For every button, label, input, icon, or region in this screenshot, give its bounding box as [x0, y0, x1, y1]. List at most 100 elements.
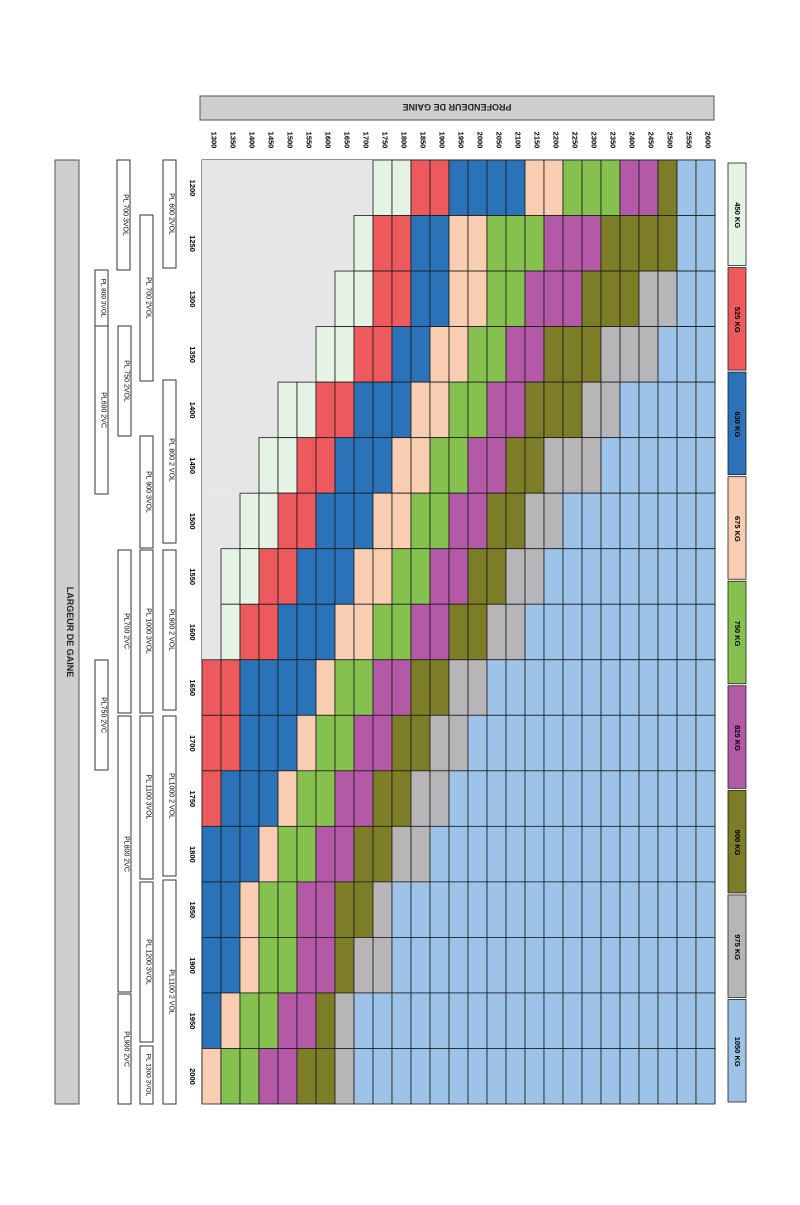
grid-cell [486, 215, 507, 272]
grid-cell [505, 548, 526, 605]
grid-cell [410, 326, 431, 383]
grid-cell [221, 437, 240, 494]
model-bar-pl750-2vol: PL 750 2VOL [117, 325, 132, 437]
grid-cell [543, 992, 564, 1049]
grid-cell [676, 1048, 697, 1105]
grid-cell [505, 992, 526, 1049]
legend-swatch [727, 685, 747, 789]
grid-cell [429, 881, 450, 938]
grid-cell [372, 992, 393, 1049]
grid-cell [410, 437, 431, 494]
model-bar-pl900-2vol: PL900 2 VOL [162, 549, 177, 711]
grid-cell [372, 937, 393, 994]
grid-cell [316, 271, 335, 327]
grid-cell [543, 215, 564, 272]
grid-cell [657, 992, 678, 1049]
width-label: 1250 [188, 235, 197, 252]
depth-label: 1350 [229, 132, 238, 149]
grid-cell [676, 437, 697, 494]
grid-cell [277, 548, 298, 605]
grid-cell [240, 271, 259, 327]
grid-cell [201, 770, 222, 827]
grid-cell [486, 326, 507, 383]
grid-cell [258, 881, 279, 938]
grid-cell [259, 215, 278, 272]
grid-cell [334, 603, 355, 661]
grid-cell [258, 603, 279, 661]
grid-cell [505, 1048, 526, 1105]
grid-cell [543, 1048, 564, 1105]
grid-cell [619, 603, 640, 661]
grid-cell [638, 659, 659, 716]
grid-cell [296, 381, 317, 439]
grid-cell [543, 437, 564, 494]
grid-cell [334, 937, 355, 994]
grid-cell [334, 770, 355, 827]
grid-cell [581, 437, 602, 494]
grid-cell [372, 437, 393, 494]
grid-cell [695, 437, 716, 494]
grid-cell [562, 492, 583, 550]
grid-cell [353, 881, 374, 938]
grid-cell [524, 603, 545, 661]
model-bar-pl900-2vc: PL900 2VC [117, 993, 132, 1105]
grid-cell [581, 603, 602, 661]
grid-cell [543, 770, 564, 827]
grid-cell [221, 215, 240, 272]
grid-cell [619, 326, 640, 383]
grid-cell [220, 1048, 241, 1105]
grid-cell [391, 437, 412, 494]
grid-cell [600, 548, 621, 605]
grid-cell [221, 326, 240, 383]
grid-cell [315, 770, 336, 827]
grid-cell [202, 271, 221, 327]
grid-cell [505, 381, 526, 439]
grid-cell [353, 992, 374, 1049]
svg-text:PL 700 3VOL: PL 700 3VOL [122, 194, 129, 236]
grid-cell [486, 937, 507, 994]
grid-cell [353, 603, 374, 661]
width-footer-title: LARGEUR DE GAINE [65, 587, 75, 678]
grid-cell [562, 603, 583, 661]
grid-cell [334, 659, 355, 716]
grid-cell [277, 937, 298, 994]
grid-cell [467, 381, 488, 439]
grid-cell [524, 881, 545, 938]
grid-cell [657, 770, 678, 827]
grid-cell [372, 881, 393, 938]
model-bar-pl1300-3vol: PL 1300 3VOL [139, 1045, 154, 1105]
grid-cell [619, 937, 640, 994]
grid-cell [277, 381, 298, 439]
grid-cell [448, 881, 469, 938]
grid-cell [562, 770, 583, 827]
grid-cell [467, 159, 488, 216]
grid-cell [429, 326, 450, 383]
grid-cell [220, 937, 241, 994]
grid-cell [619, 770, 640, 827]
grid-cell [600, 659, 621, 716]
grid-cell [278, 271, 297, 327]
grid-cell [467, 603, 488, 661]
depth-label: 2300 [590, 132, 599, 149]
grid-cell [581, 381, 602, 439]
grid-cell [657, 215, 678, 272]
grid-cell [202, 493, 221, 549]
grid-cell [600, 881, 621, 938]
grid-cell [448, 437, 469, 494]
grid-cell [354, 160, 373, 216]
grid-cell [486, 770, 507, 827]
grid-cell [562, 548, 583, 605]
grid-cell [315, 326, 336, 383]
grid-cell [562, 215, 583, 272]
legend-swatch [727, 789, 747, 894]
grid-cell [581, 159, 602, 216]
grid-cell [448, 492, 469, 550]
grid-cell [505, 825, 526, 883]
svg-text:PL 800 3VOL: PL 800 3VOL [100, 279, 107, 318]
grid-cell [220, 992, 241, 1049]
grid-cell [486, 492, 507, 550]
grid-cell [524, 714, 545, 772]
grid-cell [297, 160, 316, 216]
grid-cell [619, 659, 640, 716]
grid-cell [562, 714, 583, 772]
